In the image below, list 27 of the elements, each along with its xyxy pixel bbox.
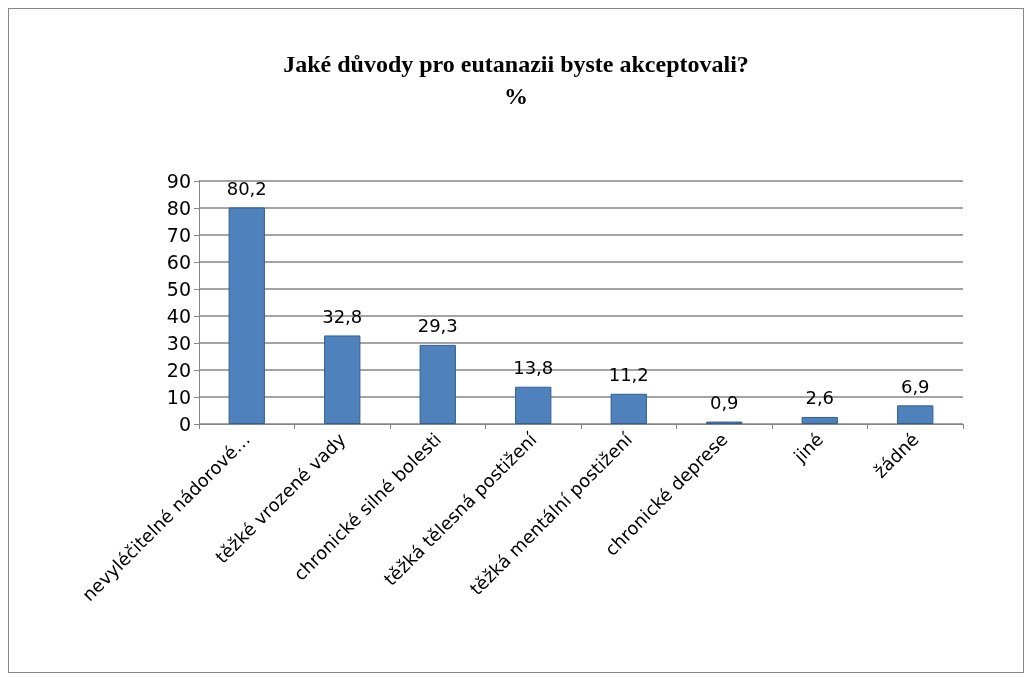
- chart-title: Jaké důvody pro eutanazii byste akceptovali?: [283, 51, 749, 77]
- data-label: 13,8: [513, 357, 554, 379]
- data-label: 2,6: [805, 387, 835, 409]
- data-label: 80,2: [226, 177, 267, 199]
- data-label: 32,8: [322, 305, 363, 327]
- data-label: 6,9: [900, 375, 930, 397]
- y-tick-label: 70: [166, 224, 191, 246]
- y-tick-label: 20: [166, 359, 191, 381]
- data-label: 0,9: [709, 392, 739, 414]
- y-tick-label: 10: [166, 386, 191, 408]
- bar: [610, 393, 647, 424]
- bar: [324, 335, 361, 424]
- y-tick-label: 90: [166, 170, 191, 192]
- bar: [515, 386, 552, 424]
- bar: [897, 405, 934, 424]
- data-label: 11,2: [608, 364, 649, 386]
- y-tick-label: 60: [166, 251, 191, 273]
- y-tick-label: 40: [166, 305, 191, 327]
- bar: [228, 207, 265, 424]
- bar: [801, 416, 838, 424]
- y-tick-label: 50: [166, 278, 191, 300]
- bar: [419, 344, 456, 424]
- y-tick-label: 80: [166, 197, 191, 219]
- data-label: 29,3: [417, 315, 458, 337]
- y-tick-label: 30: [166, 332, 191, 354]
- y-tick-label: 0: [178, 413, 191, 435]
- chart-subtitle: %: [504, 83, 528, 109]
